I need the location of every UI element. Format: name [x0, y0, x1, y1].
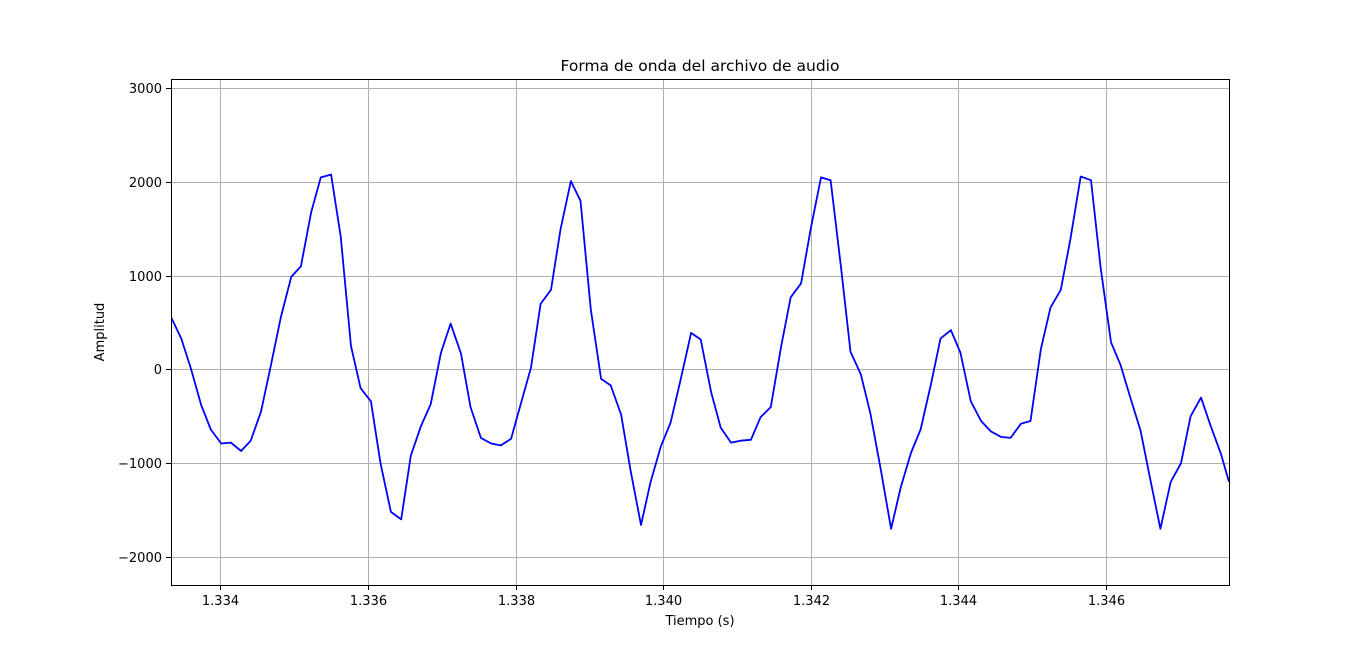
y-tick-label: −1000	[118, 457, 162, 472]
axes-frame	[171, 79, 1230, 586]
y-tick-label: 0	[154, 363, 162, 378]
plot-area	[171, 173, 1229, 530]
chart-title: Forma de onda del archivo de audio	[561, 57, 840, 75]
x-axis-label: Tiempo (s)	[664, 614, 734, 629]
y-tick-label: 2000	[129, 176, 162, 191]
x-tick-label: 1.340	[645, 594, 682, 609]
y-tick-label: 1000	[129, 270, 162, 285]
y-tick-label: −2000	[118, 551, 162, 566]
x-tick-label: 1.346	[1088, 594, 1125, 609]
x-tick-label: 1.344	[940, 594, 977, 609]
x-tick-label: 1.338	[498, 594, 535, 609]
waveform-line	[171, 173, 1229, 530]
x-tick-label: 1.334	[202, 594, 239, 609]
y-axis-label: Amplitud	[93, 303, 108, 362]
x-tick-label: 1.336	[350, 594, 387, 609]
grid-lines	[171, 79, 1229, 585]
y-axis: −2000 −1000 0 1000 2000 3000	[118, 82, 171, 566]
y-tick-label: 3000	[129, 82, 162, 97]
x-axis: 1.334 1.336 1.338 1.340 1.342 1.344 1.346	[202, 585, 1125, 609]
x-tick-label: 1.342	[793, 594, 830, 609]
